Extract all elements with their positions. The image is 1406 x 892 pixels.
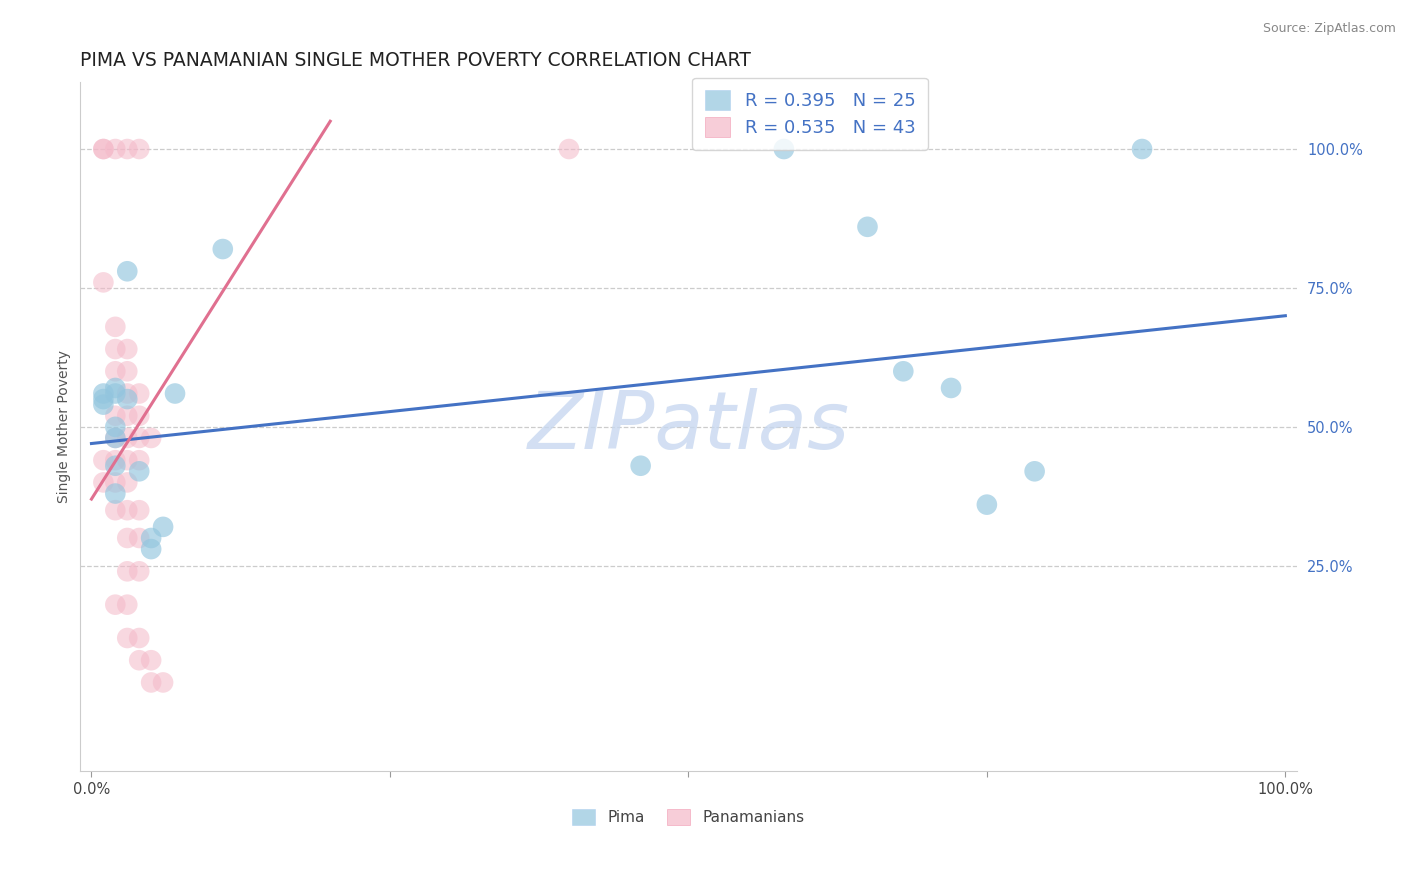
Point (152, 675, 174, 690)
Point (93, 276, 115, 290)
Point (117, 564, 139, 578)
Point (104, 475, 127, 490)
Text: ZIPatlas: ZIPatlas (527, 388, 849, 466)
Point (117, 142, 139, 156)
Point (117, 531, 139, 545)
Point (117, 409, 139, 423)
Point (93, 453, 115, 467)
Point (104, 381, 127, 395)
Point (117, 342, 139, 356)
Point (891, 364, 914, 378)
Point (558, 142, 581, 156)
Point (128, 653, 150, 667)
Point (104, 458, 127, 473)
Point (939, 381, 962, 395)
Point (128, 503, 150, 517)
Point (128, 386, 150, 401)
Point (93, 392, 115, 406)
Point (141, 531, 163, 545)
Point (856, 219, 879, 234)
Text: PIMA VS PANAMANIAN SINGLE MOTHER POVERTY CORRELATION CHART: PIMA VS PANAMANIAN SINGLE MOTHER POVERTY… (80, 51, 751, 70)
Point (211, 242, 233, 256)
Point (104, 364, 127, 378)
Text: Source: ZipAtlas.com: Source: ZipAtlas.com (1263, 22, 1396, 36)
Point (1024, 464, 1046, 478)
Point (117, 475, 139, 490)
Point (104, 420, 127, 434)
Point (117, 386, 139, 401)
Point (141, 542, 163, 557)
Point (128, 453, 150, 467)
Point (104, 142, 127, 156)
Point (630, 458, 652, 473)
Legend: Pima, Panamanians: Pima, Panamanians (564, 801, 813, 832)
Point (773, 142, 796, 156)
Point (104, 431, 127, 445)
Point (104, 386, 127, 401)
Point (93, 475, 115, 490)
Point (128, 409, 150, 423)
Point (128, 631, 150, 645)
Point (141, 431, 163, 445)
Point (128, 531, 150, 545)
Point (117, 631, 139, 645)
Point (104, 342, 127, 356)
Point (117, 431, 139, 445)
Point (128, 464, 150, 478)
Point (93, 386, 115, 401)
Point (117, 503, 139, 517)
Point (104, 409, 127, 423)
Point (117, 453, 139, 467)
Point (117, 264, 139, 278)
Point (141, 675, 163, 690)
Point (976, 498, 998, 512)
Point (104, 453, 127, 467)
Y-axis label: Single Mother Poverty: Single Mother Poverty (58, 351, 72, 503)
Point (117, 364, 139, 378)
Point (93, 398, 115, 412)
Point (141, 653, 163, 667)
Point (128, 564, 150, 578)
Point (152, 520, 174, 534)
Point (128, 431, 150, 445)
Point (104, 319, 127, 334)
Point (104, 598, 127, 612)
Point (104, 486, 127, 500)
Point (93, 142, 115, 156)
Point (1130, 142, 1153, 156)
Point (128, 142, 150, 156)
Point (117, 598, 139, 612)
Point (117, 392, 139, 406)
Point (163, 386, 186, 401)
Point (93, 142, 115, 156)
Point (104, 431, 127, 445)
Point (104, 503, 127, 517)
